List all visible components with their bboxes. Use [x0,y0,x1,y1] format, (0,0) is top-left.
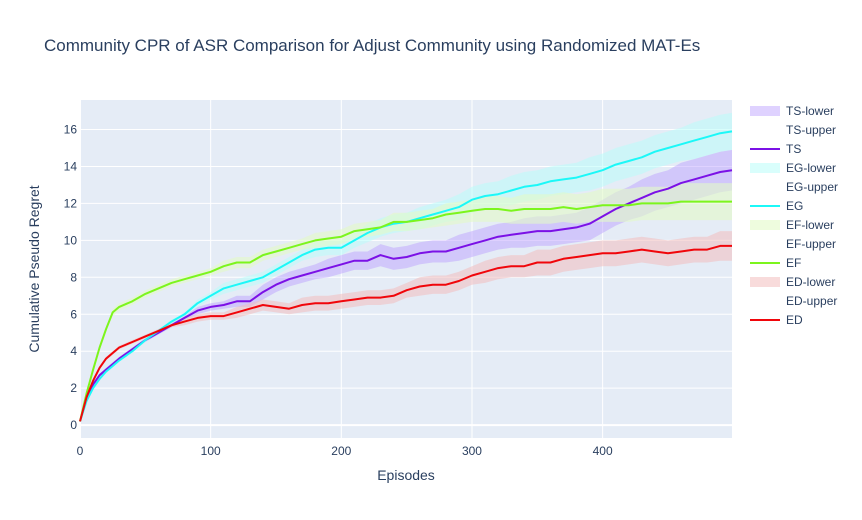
y-tick-label: 12 [64,196,78,210]
x-tick-label: 0 [77,444,84,458]
legend-label-ed: ED [786,313,803,327]
chart-title: Community CPR of ASR Comparison for Adju… [44,36,700,55]
legend-label-ed-lower: ED-lower [786,275,835,289]
legend-item-eg[interactable]: EG [750,199,803,213]
legend-item-ed-upper[interactable]: ED-upper [786,294,837,308]
ed-confidence-band [80,231,732,422]
legend-label-ts: TS [786,142,801,156]
x-tick-label: 400 [593,444,613,458]
legend-item-ts-lower[interactable]: TS-lower [750,104,834,118]
ef-line [79,200,732,422]
legend-swatch-ed-lower [750,277,780,287]
y-tick-label: 16 [64,123,78,137]
y-tick-label: 2 [70,381,77,395]
legend-label-ef-lower: EF-lower [786,218,834,232]
legend-swatch-ts-lower [750,106,780,116]
confidence-bands [80,112,732,422]
eg-confidence-band [80,112,732,422]
legend-label-ts-upper: TS-upper [786,123,836,137]
x-axis-title: Episodes [377,467,435,483]
legend-item-ef[interactable]: EF [750,256,801,270]
x-tick-label: 200 [331,444,351,458]
y-tick-label: 10 [64,233,78,247]
tick-labels: 0 100 200 300 400 0 2 4 6 8 10 12 14 16 [64,123,613,458]
y-tick-label: 14 [64,159,78,173]
ef-confidence-band [80,183,732,422]
x-tick-label: 100 [201,444,221,458]
legend-label-eg: EG [786,199,803,213]
legend-label-ts-lower: TS-lower [786,104,834,118]
ts-line [79,169,733,422]
y-axis-title: Cumulative Pseudo Regret [26,185,42,352]
legend-swatch-ef-lower [750,220,780,230]
legend-item-ts-upper[interactable]: TS-upper [786,123,836,137]
legend-item-eg-upper[interactable]: EG-upper [786,180,838,194]
y-tick-label: 0 [70,418,77,432]
legend: TS-lower TS-upper TS EG-lower EG-upper EG EF-l… [750,104,838,327]
legend-swatch-eg-lower [750,163,780,173]
legend-item-ts[interactable]: TS [750,142,801,156]
legend-label-eg-lower: EG-lower [786,161,836,175]
legend-item-eg-lower[interactable]: EG-lower [750,161,836,175]
legend-item-ed[interactable]: ED [750,313,803,327]
ed-line [79,244,732,422]
y-tick-label: 6 [70,307,77,321]
legend-label-ef: EF [786,256,801,270]
y-tick-label: 8 [70,270,77,284]
y-tick-label: 4 [70,344,77,358]
legend-label-ed-upper: ED-upper [786,294,837,308]
legend-item-ef-lower[interactable]: EF-lower [750,218,834,232]
series-lines [79,130,733,422]
legend-item-ef-upper[interactable]: EF-upper [786,237,836,251]
x-tick-label: 300 [462,444,482,458]
legend-label-eg-upper: EG-upper [786,180,838,194]
legend-item-ed-lower[interactable]: ED-lower [750,275,835,289]
legend-label-ef-upper: EF-upper [786,237,836,251]
